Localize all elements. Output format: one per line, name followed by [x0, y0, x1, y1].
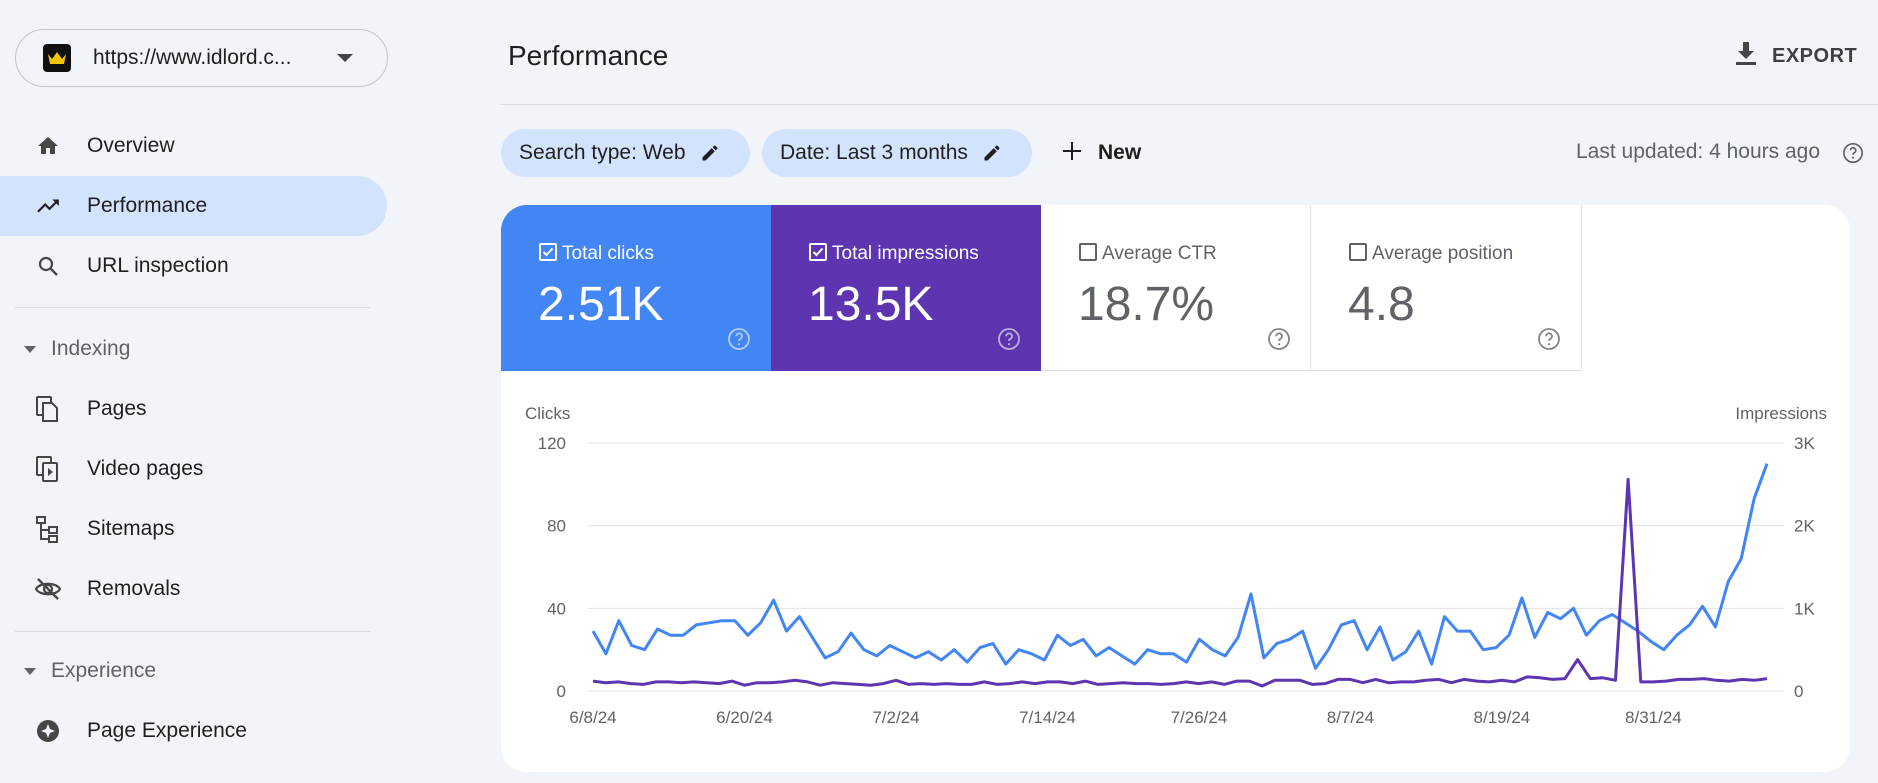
performance-card: Total clicks 2.51K Total impressions 13.…: [501, 205, 1850, 772]
sidebar-item-label: Page Experience: [87, 719, 247, 742]
right-tick-label: 2K: [1794, 517, 1815, 536]
new-label: New: [1098, 141, 1142, 164]
help-icon[interactable]: [1842, 142, 1864, 169]
export-label: EXPORT: [1772, 44, 1858, 67]
sidebar-item-label: Removals: [87, 577, 181, 600]
x-tick-label: 6/8/24: [569, 708, 616, 727]
help-icon[interactable]: [1267, 327, 1291, 356]
x-tick-label: 8/31/24: [1625, 708, 1682, 727]
metric-value: 4.8: [1348, 278, 1415, 331]
sidebar-divider: [15, 307, 370, 308]
right-axis-label: Impressions: [1735, 404, 1827, 423]
metric-average-position[interactable]: Average position 4.8: [1311, 205, 1582, 371]
sidebar-item-overview[interactable]: Overview: [0, 116, 387, 176]
pencil-icon: [982, 143, 1002, 163]
section-label: Indexing: [51, 337, 131, 360]
plus-icon: [1060, 139, 1084, 168]
page-title: Performance: [508, 40, 669, 71]
pencil-icon: [700, 143, 720, 163]
sidebar-item-label: Performance: [87, 194, 208, 217]
series-line-impressions: [592, 477, 1768, 688]
sidebar-item-sitemaps[interactable]: Sitemaps: [0, 499, 387, 559]
checkbox-unchecked-icon[interactable]: [1079, 243, 1097, 261]
chip-label: Search type: Web: [519, 141, 686, 164]
metric-average-ctr[interactable]: Average CTR 18.7%: [1041, 205, 1311, 371]
page-experience-icon: [33, 716, 63, 746]
search-icon: [33, 251, 63, 281]
property-selector[interactable]: https://www.idlord.c...: [15, 29, 388, 87]
metric-label: Average position: [1372, 243, 1514, 264]
checkbox-checked-icon[interactable]: [539, 243, 557, 261]
performance-chart[interactable]: Clicks Impressions 0 40 80 120 0 1K 2K 3K 6/8/…: [501, 371, 1850, 772]
eye-off-icon: [33, 574, 63, 604]
checkbox-unchecked-icon[interactable]: [1349, 243, 1367, 261]
right-tick-label: 3K: [1794, 434, 1815, 453]
trending-up-icon: [33, 191, 63, 221]
right-tick-label: 0: [1794, 682, 1803, 701]
search-type-chip[interactable]: Search type: Web: [501, 129, 750, 177]
sidebar-item-label: Video pages: [87, 457, 204, 480]
series-line-clicks: [591, 463, 1769, 670]
metric-value: 2.51K: [538, 278, 664, 331]
sidebar-section-experience[interactable]: Experience: [0, 651, 370, 691]
left-tick-label: 40: [547, 599, 566, 618]
sidebar-section-indexing[interactable]: Indexing: [0, 329, 370, 369]
sidebar-item-label: Sitemaps: [87, 517, 175, 540]
left-tick-label: 80: [547, 517, 566, 536]
sidebar-item-page-experience[interactable]: Page Experience: [0, 701, 387, 761]
download-icon: [1734, 40, 1758, 73]
date-chip[interactable]: Date: Last 3 months: [762, 129, 1032, 177]
chart-svg: Clicks Impressions 0 40 80 120 0 1K 2K 3K 6/8/…: [525, 404, 1827, 727]
pages-icon: [33, 394, 63, 424]
header-divider: [500, 104, 1878, 105]
help-icon[interactable]: [997, 327, 1021, 356]
x-tick-label: 8/19/24: [1474, 708, 1531, 727]
sidebar-divider: [15, 631, 370, 632]
property-url: https://www.idlord.c...: [93, 46, 292, 69]
export-button[interactable]: EXPORT: [1734, 36, 1857, 76]
new-filter-button[interactable]: New: [1060, 129, 1141, 177]
left-tick-label: 0: [557, 682, 566, 701]
last-updated-text: Last updated: 4 hours ago: [1576, 140, 1821, 163]
metric-label: Total clicks: [562, 243, 654, 264]
help-icon[interactable]: [1537, 327, 1561, 356]
crown-icon: [43, 44, 71, 72]
sidebar-item-performance[interactable]: Performance: [0, 176, 387, 236]
metric-value: 13.5K: [808, 278, 934, 331]
right-tick-label: 1K: [1794, 599, 1815, 618]
chip-label: Date: Last 3 months: [780, 141, 968, 164]
caret-down-icon: [24, 667, 36, 675]
sidebar-item-removals[interactable]: Removals: [0, 559, 387, 619]
left-tick-label: 120: [538, 434, 566, 453]
sidebar-item-url-inspection[interactable]: URL inspection: [0, 236, 387, 296]
x-tick-label: 8/7/24: [1327, 708, 1374, 727]
sitemap-icon: [33, 514, 63, 544]
chevron-down-icon: [337, 54, 353, 62]
video-pages-icon: [33, 454, 63, 484]
sidebar-item-label: Overview: [87, 134, 175, 157]
sidebar-item-pages[interactable]: Pages: [0, 379, 387, 439]
sidebar-item-video-pages[interactable]: Video pages: [0, 439, 387, 499]
caret-down-icon: [24, 345, 36, 353]
x-tick-label: 7/26/24: [1171, 708, 1228, 727]
help-icon[interactable]: [727, 327, 751, 356]
x-tick-label: 7/14/24: [1019, 708, 1076, 727]
metric-value: 18.7%: [1078, 278, 1215, 331]
metric-total-impressions[interactable]: Total impressions 13.5K: [771, 205, 1041, 371]
x-tick-label: 7/2/24: [872, 708, 919, 727]
home-icon: [33, 131, 63, 161]
section-label: Experience: [51, 659, 157, 682]
metric-total-clicks[interactable]: Total clicks 2.51K: [501, 205, 771, 371]
checkbox-checked-icon[interactable]: [809, 243, 827, 261]
x-tick-label: 6/20/24: [716, 708, 773, 727]
sidebar-item-label: URL inspection: [87, 254, 229, 277]
metric-label: Average CTR: [1102, 243, 1217, 264]
sidebar-item-label: Pages: [87, 397, 147, 420]
left-axis-label: Clicks: [525, 404, 570, 423]
metric-label: Total impressions: [832, 243, 979, 264]
